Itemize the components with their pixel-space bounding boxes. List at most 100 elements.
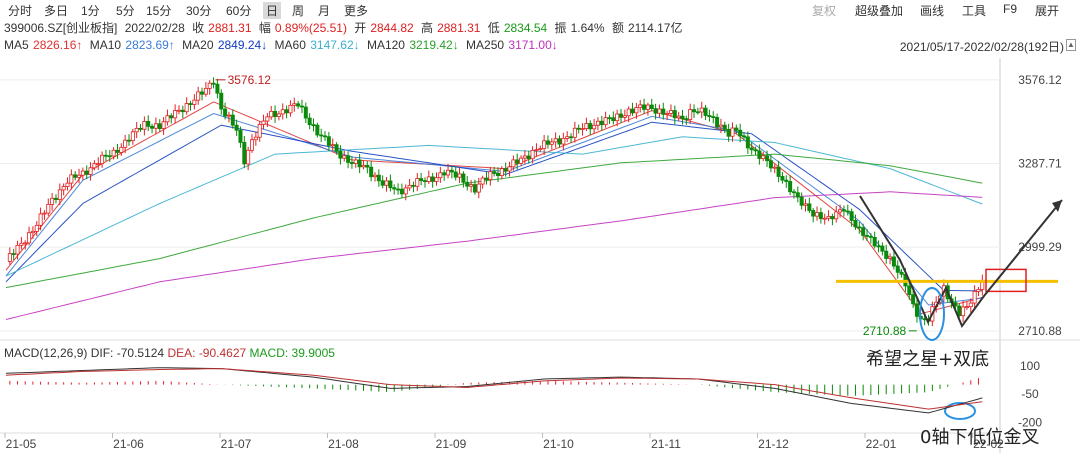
candle-body-179 xyxy=(692,109,697,113)
candle-body-26 xyxy=(103,154,108,157)
candle-body-79 xyxy=(307,117,312,126)
candle-body-34 xyxy=(134,127,139,133)
price-tick-3: 2710.88 xyxy=(1018,324,1062,338)
candle-body-162 xyxy=(626,108,631,117)
ma-value-5: 3171.00↓ xyxy=(508,38,558,52)
candle-body-25 xyxy=(100,154,105,165)
period-tab-5[interactable]: 30分 xyxy=(186,4,212,18)
candle-body-53 xyxy=(207,82,212,89)
candle-body-230 xyxy=(888,256,893,259)
candle-body-252 xyxy=(972,291,977,304)
period-tab-9[interactable]: 月 xyxy=(318,4,331,18)
candle-body-190 xyxy=(734,127,739,131)
period-tab-0[interactable]: 分时 xyxy=(8,4,33,18)
candle-body-169 xyxy=(653,108,658,114)
candle-body-99 xyxy=(384,180,389,186)
candle-body-211 xyxy=(815,212,820,217)
candle-body-106 xyxy=(411,184,416,187)
date-range[interactable]: 2021/05/17-2022/02/28(192日) xyxy=(899,40,1064,54)
tool-0[interactable]: 复权 xyxy=(812,4,837,18)
candle-body-109 xyxy=(422,180,427,183)
period-tab-4[interactable]: 15分 xyxy=(146,4,172,18)
candle-body-146 xyxy=(565,136,570,139)
candle-body-235 xyxy=(907,285,912,295)
date-tick-1: 21-06 xyxy=(113,437,144,451)
period-tab-6[interactable]: 60分 xyxy=(226,4,252,18)
tool-3[interactable]: 工具 xyxy=(962,4,987,18)
candle-body-182 xyxy=(703,107,708,116)
candle-body-24 xyxy=(96,163,101,166)
period-tab-10[interactable]: 更多 xyxy=(344,4,369,18)
tool-5[interactable]: 展开 xyxy=(1035,4,1060,18)
candle-body-194 xyxy=(749,147,754,151)
candle-body-30 xyxy=(119,146,124,153)
candle-body-115 xyxy=(446,169,451,176)
candle-body-73 xyxy=(284,109,289,114)
star-circle xyxy=(919,287,945,341)
candle-body-223 xyxy=(861,227,866,236)
period-tab-7[interactable]: 日 xyxy=(263,2,282,19)
candle-body-40 xyxy=(157,123,162,129)
candle-body-114 xyxy=(442,172,447,176)
candle-body-13 xyxy=(53,197,58,200)
date-tick-4: 21-09 xyxy=(436,437,467,451)
candle-body-10 xyxy=(42,212,47,215)
candle-body-59 xyxy=(230,114,235,126)
candle-body-184 xyxy=(711,116,716,118)
candle-body-130 xyxy=(503,168,508,172)
candle-body-9 xyxy=(38,213,43,226)
macd-info: MACD(12,26,9) DIF: -70.5124 DEA: -90.462… xyxy=(4,346,335,360)
candle-body-27 xyxy=(107,155,112,158)
candle-body-161 xyxy=(622,115,627,118)
tool-4[interactable]: F9 xyxy=(1003,2,1018,16)
candle-body-96 xyxy=(372,174,377,178)
ma-label-3: MA60 xyxy=(274,38,310,52)
candle-body-236 xyxy=(911,294,916,305)
high-label: 高 xyxy=(421,21,434,35)
date-tick-8: 22-01 xyxy=(866,437,897,451)
low-value: 2834.54 xyxy=(503,21,548,35)
candle-body-140 xyxy=(542,140,547,150)
candle-body-139 xyxy=(538,148,543,151)
candle-body-31 xyxy=(123,139,128,148)
candle-body-111 xyxy=(430,176,435,182)
candle-body-159 xyxy=(615,113,620,122)
candle-body-231 xyxy=(891,256,896,267)
candle-body-1 xyxy=(7,253,12,262)
candle-body-167 xyxy=(645,104,650,110)
candle-body-249 xyxy=(961,306,966,317)
candle-body-102 xyxy=(396,188,401,191)
macd-value: 39.9005 xyxy=(291,346,335,360)
amp-value: 1.64% xyxy=(570,21,605,35)
candle-body-50 xyxy=(196,91,201,101)
tool-1[interactable]: 超级叠加 xyxy=(855,4,904,18)
candle-body-3 xyxy=(15,244,20,255)
candle-body-176 xyxy=(680,115,685,120)
candle-body-201 xyxy=(776,166,781,177)
candle-body-232 xyxy=(895,265,900,273)
candle-body-48 xyxy=(188,103,193,105)
candle-body-206 xyxy=(795,192,800,198)
candle-body-151 xyxy=(584,123,589,129)
period-tab-2[interactable]: 1分 xyxy=(81,4,100,18)
candle-body-195 xyxy=(753,149,758,152)
candle-body-222 xyxy=(857,226,862,229)
candle-body-37 xyxy=(146,120,151,127)
candle-body-158 xyxy=(611,117,616,122)
candle-body-192 xyxy=(742,135,747,138)
candle-body-92 xyxy=(357,159,362,168)
candle-body-70 xyxy=(273,110,278,117)
candle-body-174 xyxy=(672,110,677,119)
tool-2[interactable]: 画线 xyxy=(920,4,945,18)
candle-body-28 xyxy=(111,149,116,157)
candle-body-80 xyxy=(311,124,316,127)
ma-label-2: MA20 xyxy=(182,38,217,52)
close-value: 2881.31 xyxy=(208,21,252,35)
period-tab-8[interactable]: 周 xyxy=(292,4,305,18)
period-tab-3[interactable]: 5分 xyxy=(116,4,135,18)
candle-body-67 xyxy=(261,120,266,125)
period-tab-1[interactable]: 多日 xyxy=(44,4,69,18)
range-toggle-icon[interactable]: ▲ xyxy=(1066,39,1076,51)
date-tick-6: 21-11 xyxy=(651,437,681,451)
candle-body-120 xyxy=(465,181,470,187)
